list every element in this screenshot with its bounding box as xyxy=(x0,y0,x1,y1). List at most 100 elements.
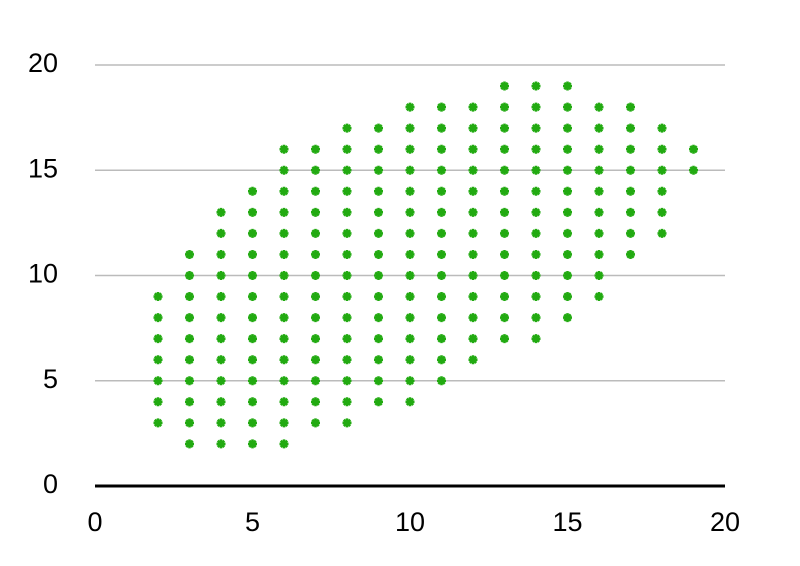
point xyxy=(185,292,194,302)
point xyxy=(531,313,541,323)
point xyxy=(531,81,541,91)
point xyxy=(531,292,541,302)
point xyxy=(216,376,226,386)
point xyxy=(468,144,478,154)
point xyxy=(657,207,667,217)
point xyxy=(657,144,667,154)
point xyxy=(531,165,541,175)
point xyxy=(153,376,163,386)
point xyxy=(248,334,257,344)
point xyxy=(279,334,289,344)
point xyxy=(248,271,257,280)
x-tick-label: 0 xyxy=(87,507,102,537)
point xyxy=(405,228,415,238)
point xyxy=(311,228,320,238)
point xyxy=(563,271,572,280)
point xyxy=(216,355,226,365)
point xyxy=(437,144,446,154)
point xyxy=(405,186,415,196)
point xyxy=(468,271,478,280)
point xyxy=(153,418,163,428)
point xyxy=(374,228,383,238)
point xyxy=(437,355,446,365)
point xyxy=(311,418,320,428)
point xyxy=(689,144,698,154)
point xyxy=(374,355,383,365)
point xyxy=(626,207,635,217)
point xyxy=(531,144,541,154)
point xyxy=(374,123,383,133)
x-tick-label: 20 xyxy=(710,507,740,537)
point xyxy=(374,313,383,323)
point xyxy=(216,397,226,407)
point xyxy=(311,249,320,259)
point xyxy=(626,144,635,154)
point xyxy=(311,334,320,344)
point xyxy=(248,376,257,386)
point xyxy=(531,271,541,280)
point xyxy=(216,313,226,323)
point xyxy=(311,186,320,196)
point xyxy=(657,123,667,133)
point xyxy=(563,228,572,238)
point xyxy=(342,376,352,386)
point xyxy=(500,313,509,323)
point xyxy=(342,271,352,280)
point xyxy=(594,207,604,217)
point xyxy=(185,271,194,280)
point xyxy=(500,249,509,259)
point xyxy=(405,271,415,280)
point xyxy=(500,292,509,302)
point xyxy=(500,334,509,344)
point xyxy=(216,418,226,428)
point xyxy=(342,207,352,217)
point xyxy=(500,102,509,112)
point xyxy=(342,397,352,407)
point xyxy=(153,334,163,344)
point xyxy=(594,249,604,259)
point xyxy=(342,144,352,154)
point xyxy=(468,207,478,217)
point xyxy=(500,186,509,196)
x-tick-label: 5 xyxy=(245,507,260,537)
point xyxy=(342,165,352,175)
point xyxy=(374,249,383,259)
point xyxy=(500,144,509,154)
point xyxy=(531,334,541,344)
point xyxy=(594,186,604,196)
point xyxy=(594,102,604,112)
point xyxy=(626,228,635,238)
y-tick-label: 10 xyxy=(28,259,58,289)
point xyxy=(468,249,478,259)
point xyxy=(279,186,289,196)
point xyxy=(437,292,446,302)
point xyxy=(248,355,257,365)
point xyxy=(374,186,383,196)
point xyxy=(405,165,415,175)
point xyxy=(311,165,320,175)
point xyxy=(374,271,383,280)
point xyxy=(342,249,352,259)
y-tick-label: 20 xyxy=(28,48,58,78)
point xyxy=(531,123,541,133)
point xyxy=(279,249,289,259)
x-tick-label: 10 xyxy=(395,507,425,537)
point xyxy=(468,165,478,175)
point xyxy=(405,334,415,344)
point xyxy=(531,228,541,238)
point xyxy=(311,313,320,323)
point xyxy=(563,81,572,91)
point xyxy=(248,292,257,302)
point xyxy=(374,376,383,386)
point xyxy=(437,186,446,196)
point xyxy=(500,207,509,217)
point xyxy=(248,207,257,217)
y-tick-label: 15 xyxy=(28,153,58,183)
point xyxy=(374,292,383,302)
point xyxy=(594,123,604,133)
point xyxy=(185,249,194,259)
point xyxy=(248,186,257,196)
point xyxy=(185,439,194,449)
point xyxy=(405,123,415,133)
